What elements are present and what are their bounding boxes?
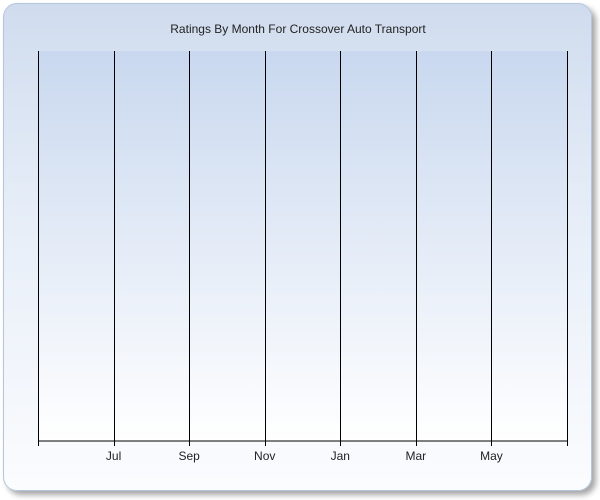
x-ticks [38, 441, 568, 446]
chart-title: Ratings By Month For Crossover Auto Tran… [170, 22, 426, 36]
x-tick-label: May [480, 449, 503, 463]
plot-area [38, 51, 567, 441]
x-tick-label: Sep [178, 449, 200, 463]
x-tick-label: Mar [406, 449, 427, 463]
x-tick-label: Jan [331, 449, 350, 463]
x-tick-labels: Jul Sep Nov Jan Mar May [106, 449, 503, 463]
x-tick-label: Jul [106, 449, 121, 463]
gridlines [38, 51, 568, 441]
x-tick-label: Nov [254, 449, 275, 463]
